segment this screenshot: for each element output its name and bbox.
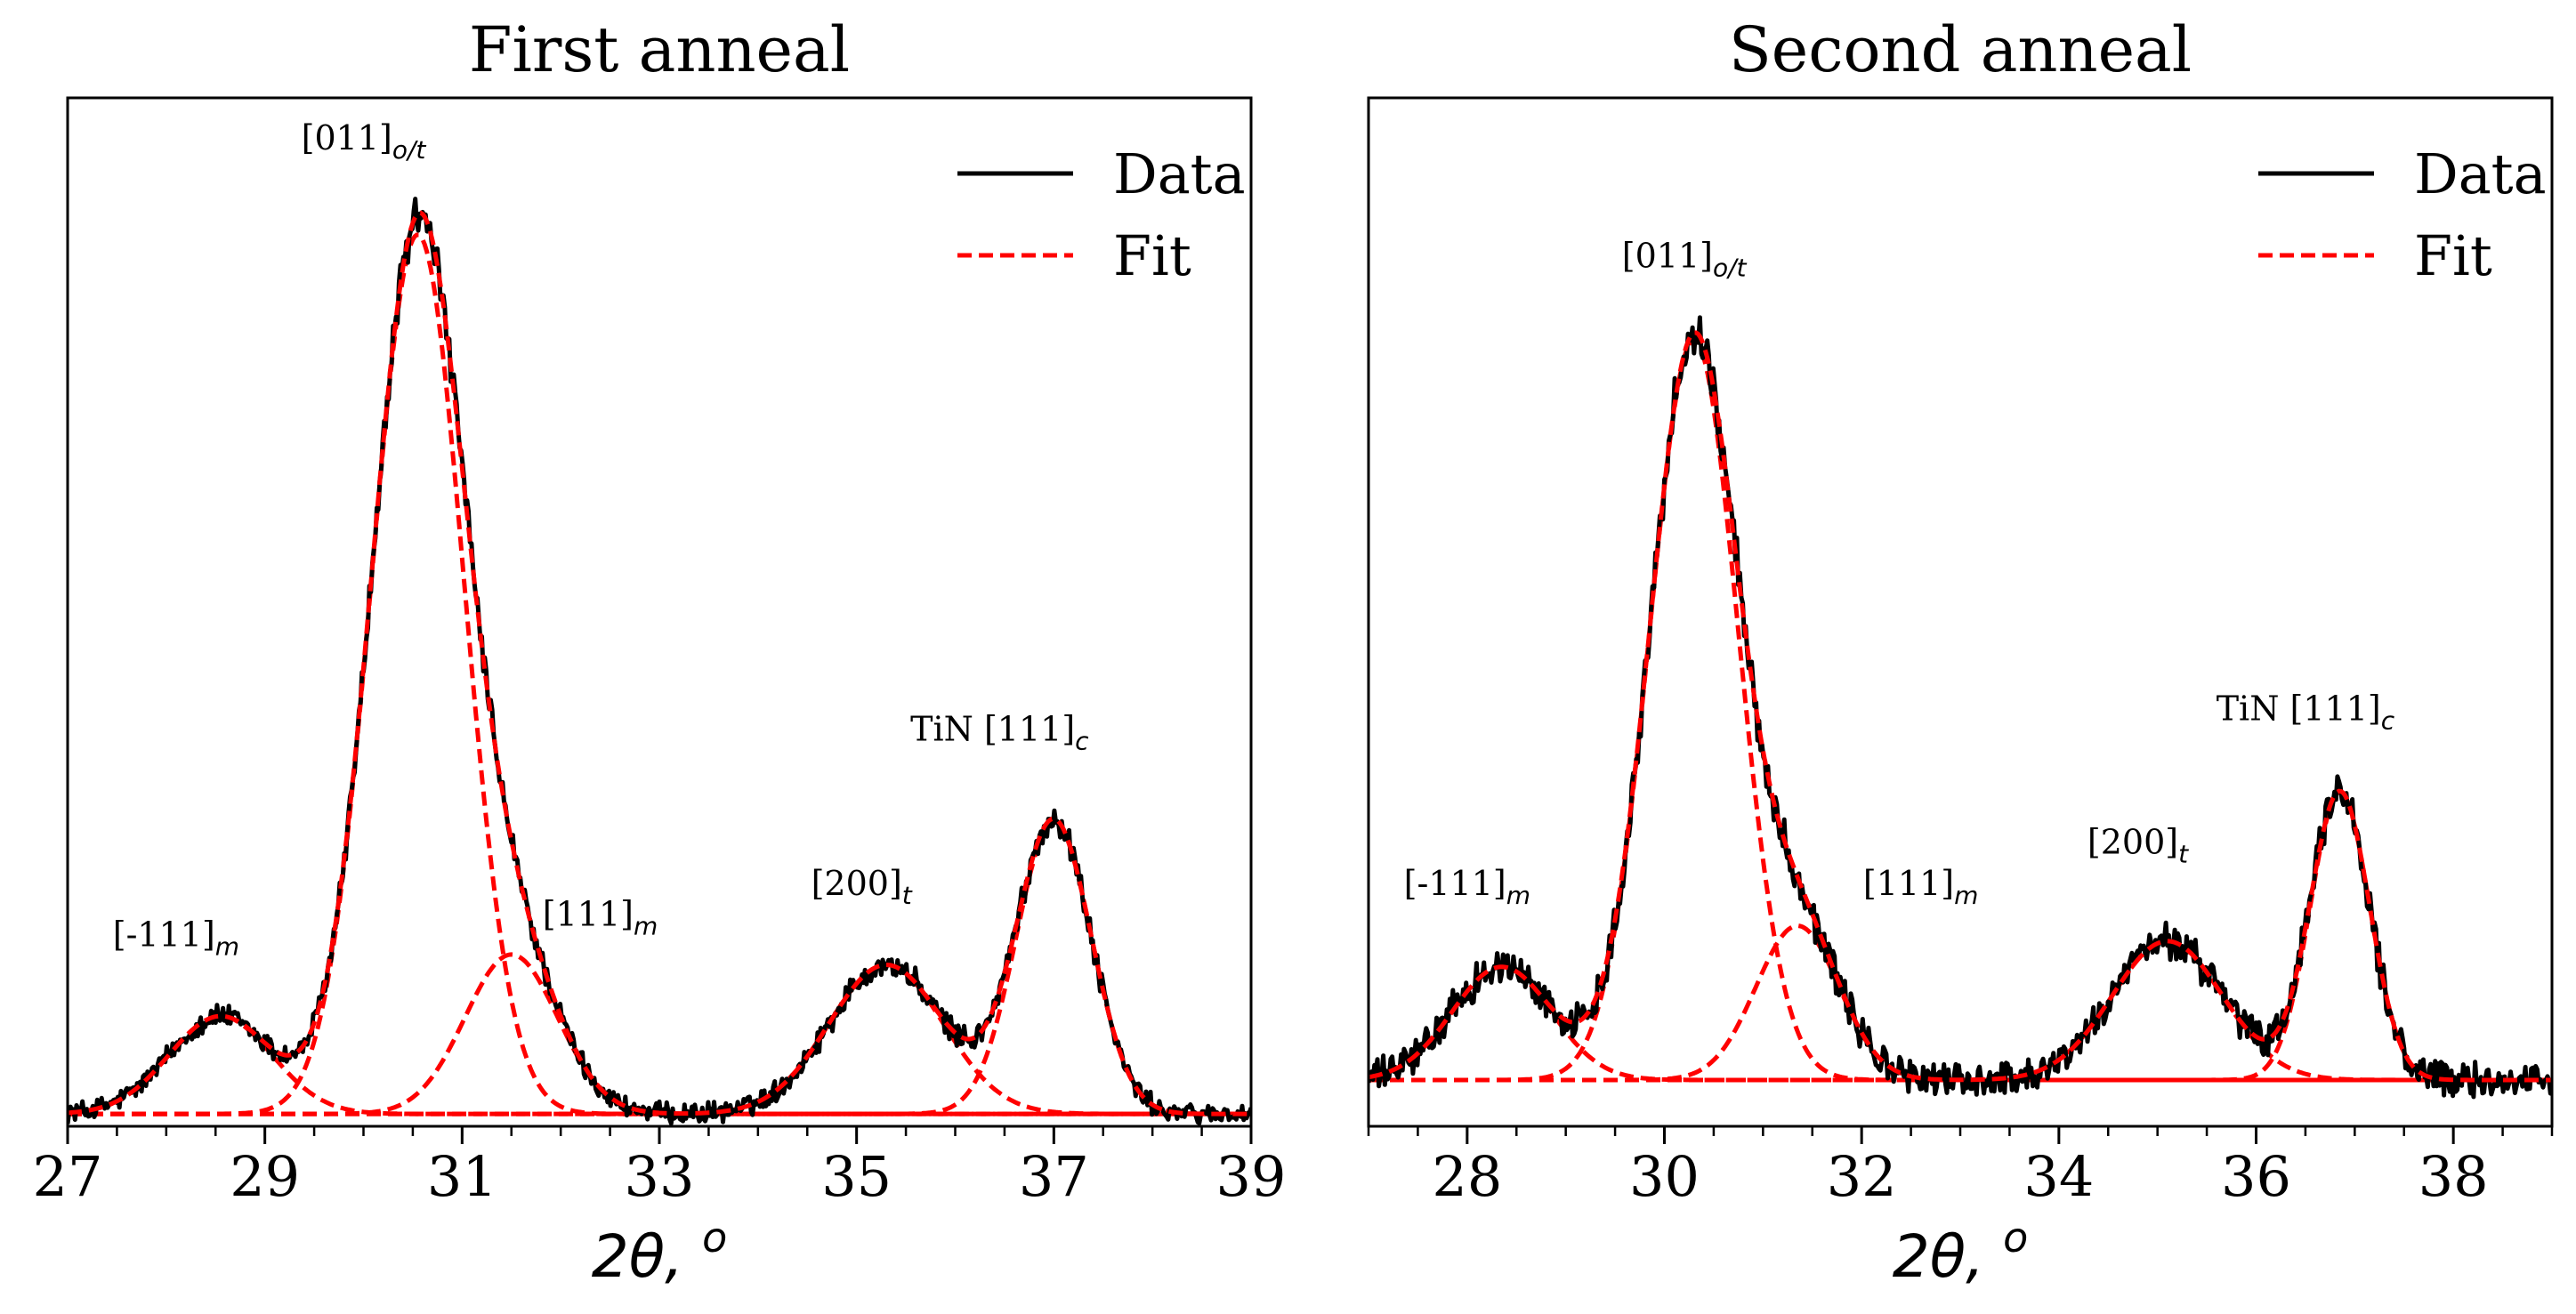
peak-annotation: [-111]m xyxy=(1404,864,1530,910)
peak-annotation: [200]t xyxy=(2087,823,2189,869)
x-tick-label: 33 xyxy=(625,1144,695,1209)
peak-label-subscript: t xyxy=(2178,840,2189,869)
plot-area xyxy=(68,197,1251,1126)
fit-component-3 xyxy=(68,952,1251,1116)
peak-label: [-111] xyxy=(113,915,215,955)
peak-annotation: TiN [111]c xyxy=(910,710,1089,756)
peak-label: TiN [111] xyxy=(2217,689,2381,728)
fit-component-5 xyxy=(68,818,1251,1116)
legend: Data Fit xyxy=(957,141,1246,288)
peak-label-subscript: o/t xyxy=(1713,254,1748,283)
fit-series-line xyxy=(1369,330,2552,1083)
peak-label-subscript: c xyxy=(2381,705,2395,735)
peak-annotation: [011]o/t xyxy=(1622,237,1748,283)
x-axis-label-text: 2θ, xyxy=(592,1222,702,1291)
x-tick-label: 29 xyxy=(230,1144,300,1209)
peak-label-subscript: t xyxy=(902,881,913,910)
peak-annotation: [111]m xyxy=(543,895,658,941)
x-tick-label: 32 xyxy=(1827,1144,1897,1209)
plot-area xyxy=(1369,315,2552,1100)
fit-series-line xyxy=(68,210,1251,1116)
x-tick-label: 30 xyxy=(1629,1144,1700,1209)
chart-title: Second anneal xyxy=(1729,13,2192,86)
x-tick-label: 39 xyxy=(1216,1144,1287,1209)
legend-label-data: Data xyxy=(1113,141,1246,206)
x-axis-label-superscript: o xyxy=(2003,1213,2028,1262)
legend-label-fit: Fit xyxy=(1113,223,1191,288)
fit-component-4 xyxy=(68,962,1251,1116)
peak-label: [111] xyxy=(543,895,634,934)
legend-label-fit: Fit xyxy=(2414,223,2492,288)
peak-label-subscript: m xyxy=(215,932,239,962)
peak-annotation: [-111]m xyxy=(113,915,239,962)
fit-component-2 xyxy=(68,232,1251,1116)
x-tick-label: 36 xyxy=(2221,1144,2291,1209)
plot-frame xyxy=(1367,96,2554,1128)
peak-annotation: TiN [111]c xyxy=(2217,689,2395,735)
legend-label-data: Data xyxy=(2414,141,2547,206)
peak-label-subscript: o/t xyxy=(392,135,427,165)
peak-label: [200] xyxy=(812,864,902,903)
x-axis-label: 2θ, o xyxy=(1893,1213,2029,1291)
peak-label: TiN [111] xyxy=(910,710,1075,749)
peak-annotation: [011]o/t xyxy=(302,118,427,165)
peak-label: [011] xyxy=(302,118,392,157)
fit-component-1 xyxy=(1369,964,2552,1083)
fit-component-2 xyxy=(1369,337,2552,1083)
fit-component-1 xyxy=(68,1013,1251,1116)
peak-label-subscript: m xyxy=(1954,881,1978,910)
x-axis-label: 2θ, o xyxy=(592,1213,728,1291)
x-tick-label: 34 xyxy=(2023,1144,2094,1209)
data-series-line xyxy=(68,197,1251,1126)
peak-label: [200] xyxy=(2087,823,2178,862)
legend: Data Fit xyxy=(2258,141,2547,288)
chart-title: First anneal xyxy=(469,13,850,86)
peak-annotation: [200]t xyxy=(812,864,913,910)
x-axis-label-text: 2θ, xyxy=(1893,1222,2003,1291)
x-tick-label: 31 xyxy=(427,1144,497,1209)
x-axis-label-superscript: o xyxy=(702,1213,727,1262)
peak-annotation: [111]m xyxy=(1863,864,1978,910)
x-tick-label: 27 xyxy=(33,1144,103,1209)
peak-label-subscript: c xyxy=(1075,727,1089,756)
peak-label-subscript: m xyxy=(1506,881,1530,910)
x-tick-label: 37 xyxy=(1019,1144,1089,1209)
x-tick-label: 38 xyxy=(2419,1144,2489,1209)
peak-label: [111] xyxy=(1863,864,1954,903)
peak-label: [-111] xyxy=(1404,864,1506,903)
x-tick-label: 35 xyxy=(821,1144,892,1209)
plot-frame xyxy=(66,96,1253,1128)
peak-label-subscript: m xyxy=(634,912,658,941)
x-tick-label: 28 xyxy=(1432,1144,1502,1209)
peak-label: [011] xyxy=(1622,237,1713,276)
